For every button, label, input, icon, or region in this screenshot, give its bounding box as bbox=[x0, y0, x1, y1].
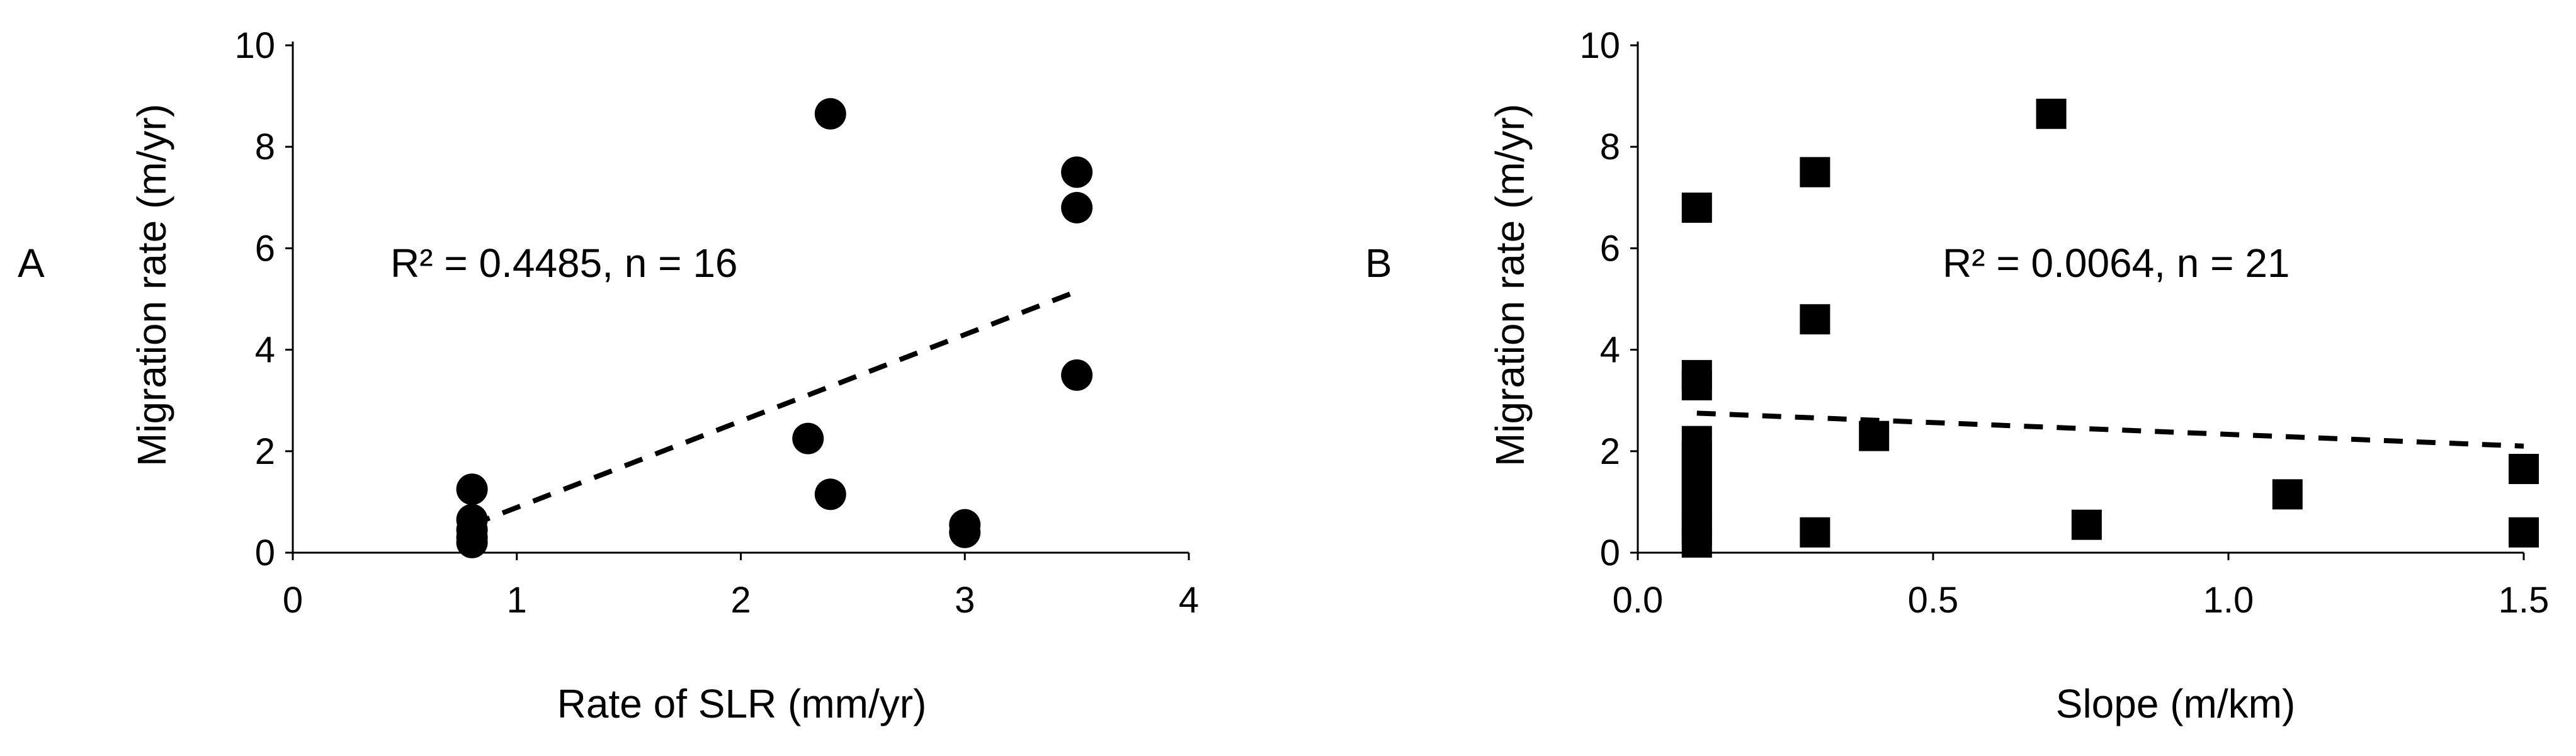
panel-b-y-tick-label: 6 bbox=[1600, 228, 1620, 269]
panel-a-data-point bbox=[814, 478, 846, 511]
panel-a-letter: A bbox=[18, 240, 45, 286]
panel-a-x-tick-label: 0 bbox=[283, 580, 303, 621]
panel-b-data-point bbox=[1681, 192, 1712, 223]
panel-b-y-tick-label: 0 bbox=[1600, 533, 1620, 573]
panel-a-data-point bbox=[456, 526, 488, 558]
panel-b-data-point bbox=[2036, 98, 2067, 129]
panel-b-r2-annotation: R² = 0.0064, n = 21 bbox=[1943, 240, 2290, 286]
panel-b-data-point bbox=[2509, 454, 2539, 485]
panel-b-data-point bbox=[1800, 517, 1830, 548]
panel-b-data-point bbox=[2272, 479, 2303, 510]
panel-a-data-point bbox=[1061, 359, 1093, 391]
panel-a-y-tick-label: 6 bbox=[255, 228, 275, 269]
panel-a-data-point bbox=[456, 473, 488, 505]
panel-a-data-point bbox=[792, 422, 824, 454]
panel-b-y-tick-label: 2 bbox=[1600, 431, 1620, 472]
panel-b-y-tick-label: 4 bbox=[1600, 330, 1620, 371]
panel-b-x-tick-label: 0.5 bbox=[1908, 580, 1959, 621]
panel-b-data-point bbox=[2071, 509, 2102, 540]
panel-b-data-point bbox=[1800, 304, 1830, 335]
panel-a-y-tick-label: 4 bbox=[255, 330, 275, 371]
panel-a-y-tick-label: 10 bbox=[234, 25, 275, 66]
panel-a-data-point bbox=[1061, 156, 1093, 188]
panel-a-y-tick-label: 8 bbox=[255, 127, 275, 167]
panel-a-data-point bbox=[1061, 191, 1093, 223]
panel-b-data-point bbox=[2509, 517, 2539, 548]
panel-a-data-point bbox=[949, 516, 981, 548]
panel-a: A Migration rate (m/yr) Rate of SLR (mm/… bbox=[18, 25, 1199, 726]
panel-a-x-tick-label: 4 bbox=[1179, 580, 1199, 621]
panel-b-y-axis-label: Migration rate (m/yr) bbox=[1487, 104, 1533, 466]
panel-b-y-tick-label: 10 bbox=[1579, 25, 1620, 66]
panel-a-data-point bbox=[814, 98, 846, 130]
panel-a-x-tick-label: 1 bbox=[507, 580, 527, 621]
panel-b-x-tick-label: 1.0 bbox=[2203, 580, 2254, 621]
panel-b-trendline bbox=[1696, 410, 2524, 449]
panel-b-y-tick-label: 8 bbox=[1600, 127, 1620, 167]
panel-b: B Migration rate (m/yr) Slope (m/km) R² … bbox=[1365, 25, 2549, 726]
panel-a-trendline bbox=[471, 289, 1078, 528]
panel-a-r2-annotation: R² = 0.4485, n = 16 bbox=[390, 240, 738, 286]
panel-a-x-axis-label: Rate of SLR (mm/yr) bbox=[557, 681, 927, 726]
panel-b-x-axis-label: Slope (m/km) bbox=[2056, 681, 2296, 726]
panel-a-x-tick-label: 2 bbox=[730, 580, 751, 621]
panel-b-x-tick-label: 0.0 bbox=[1613, 580, 1664, 621]
panel-a-y-tick-label: 0 bbox=[255, 533, 275, 573]
panel-b-data-point bbox=[1681, 527, 1712, 558]
panel-a-x-tick-label: 3 bbox=[955, 580, 975, 621]
panel-b-data-point bbox=[1859, 420, 1890, 451]
panel-b-data-point bbox=[1800, 157, 1830, 188]
panel-b-data-point bbox=[1681, 370, 1712, 401]
panel-b-letter: B bbox=[1365, 240, 1392, 286]
panel-a-y-tick-label: 2 bbox=[255, 431, 275, 472]
panel-a-y-axis-label: Migration rate (m/yr) bbox=[129, 104, 174, 466]
panel-b-x-tick-label: 1.5 bbox=[2499, 580, 2550, 621]
